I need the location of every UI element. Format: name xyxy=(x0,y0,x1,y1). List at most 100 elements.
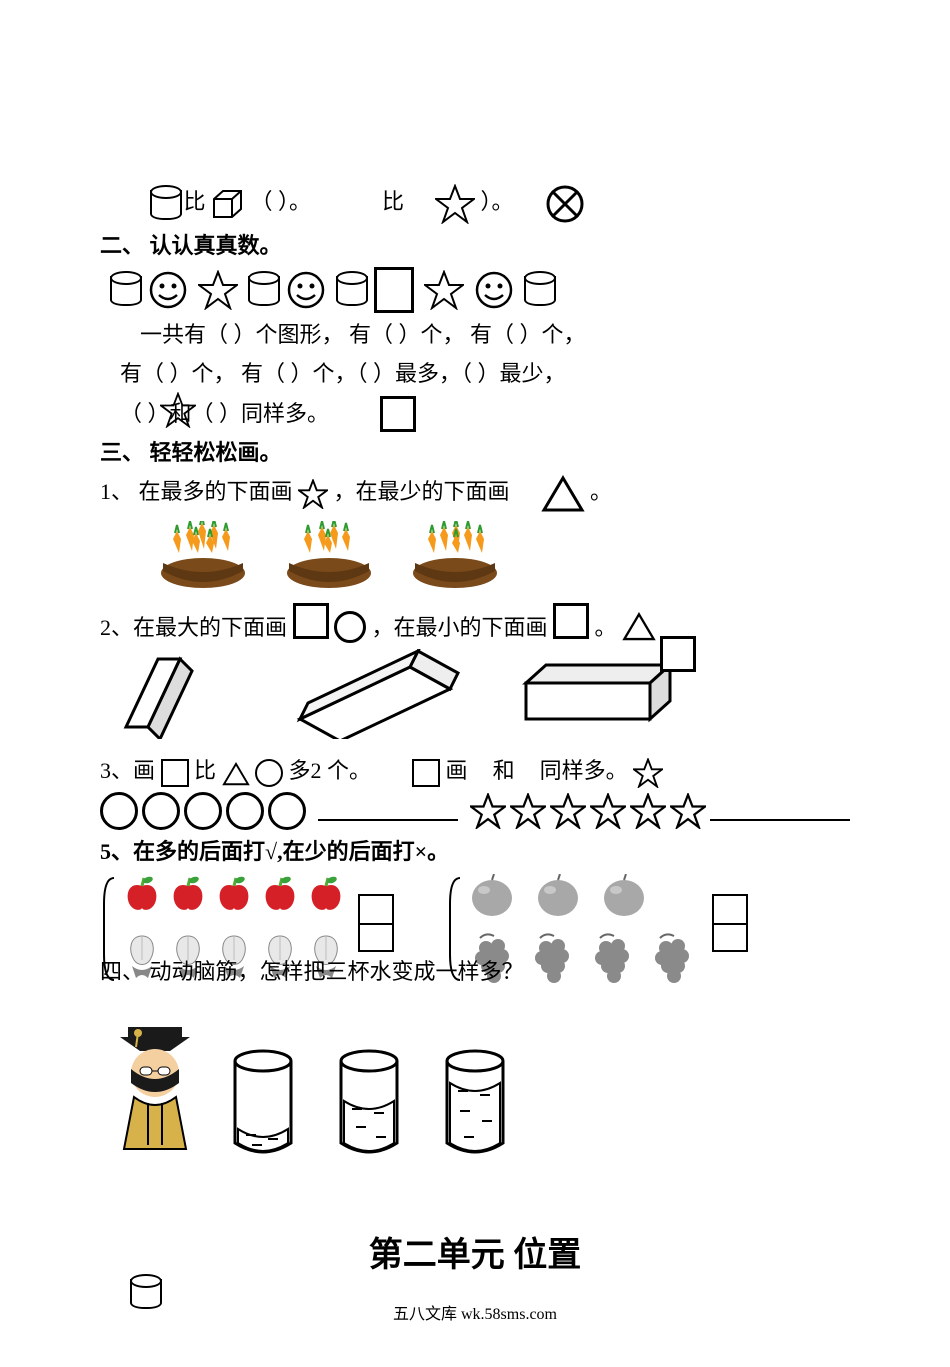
q3-5: 5、在多的后面打√,在少的后面打×。 xyxy=(100,834,850,869)
circle-icon xyxy=(142,792,180,830)
smiley-icon xyxy=(474,270,514,310)
text: 3、画 xyxy=(100,758,155,783)
shape-row xyxy=(110,267,850,313)
star-icon xyxy=(633,758,663,788)
star-icon xyxy=(670,793,706,829)
text: 比 xyxy=(184,189,206,214)
text: 。 xyxy=(590,479,612,504)
blocks-row xyxy=(120,649,850,749)
text: ）。 xyxy=(481,189,514,214)
smiley-icon xyxy=(148,270,188,310)
triangle-icon xyxy=(222,761,250,785)
sec2-line1: 一共有（ ）个图形， 有（ ）个， 有（ ）个， xyxy=(140,317,850,352)
carrot-basket-icon xyxy=(400,521,510,591)
q3-2: 2、在最大的下面画 ，在最小的下面画 。 xyxy=(100,603,850,645)
text: 四、 动动脑筋，怎样把三杯水变成一样多？ xyxy=(100,959,524,984)
cube-icon xyxy=(211,187,245,221)
worksheet-page: 比 （ ）。 比 ）。 二、 认认真真数。 一共有（ ）个图形， 有（ xyxy=(0,0,950,1367)
text: 2、在最大的下面画 xyxy=(100,615,287,640)
text: ，在最少的下面画 xyxy=(334,479,510,504)
text: 有（ ）个，（ ）最多，（ ）最少， xyxy=(241,361,566,386)
carrot-basket-icon xyxy=(274,521,384,591)
cuboid-icon xyxy=(520,659,680,739)
star-icon xyxy=(510,793,546,829)
triangle-icon xyxy=(541,475,585,513)
apple-icon xyxy=(122,874,162,924)
prism-icon xyxy=(290,649,460,749)
eraser-icon xyxy=(120,649,230,749)
sec2-line2: 有（ ）个， 有（ ）个，（ ）最多，（ ）最少， xyxy=(120,356,850,391)
text: 比 xyxy=(382,189,404,214)
answer-box[interactable] xyxy=(358,894,394,952)
star-icon xyxy=(160,392,196,428)
cylinder-icon xyxy=(248,271,276,309)
carrot-basket-icon xyxy=(148,521,258,591)
blank-line xyxy=(710,801,850,821)
text: 和 xyxy=(493,758,515,783)
text: （ ）和（ ）同样多。 xyxy=(120,401,329,426)
text: 同样多。 xyxy=(540,758,628,783)
rect-icon xyxy=(374,267,414,313)
square-icon xyxy=(412,759,440,787)
star-icon xyxy=(630,793,666,829)
carrot-baskets xyxy=(140,517,850,595)
apple-icon xyxy=(168,874,208,924)
text: 有（ ）个， xyxy=(349,322,465,347)
crossed-circle-icon xyxy=(545,184,585,224)
triangle-icon xyxy=(622,612,656,642)
circle-icon xyxy=(184,792,222,830)
cylinder-icon xyxy=(524,271,552,309)
beaker-icon xyxy=(440,1049,510,1169)
graduate-icon xyxy=(100,1019,210,1169)
apple-icon xyxy=(260,874,300,924)
square-icon xyxy=(553,603,589,639)
orange-icon xyxy=(468,874,516,928)
text: 比 xyxy=(194,758,216,783)
star-icon xyxy=(550,793,586,829)
text: 。 xyxy=(595,615,617,640)
circle-icon xyxy=(255,759,283,787)
cylinder-icon xyxy=(150,185,178,223)
star-icon xyxy=(470,793,506,829)
star-icon xyxy=(435,184,475,224)
square-icon xyxy=(660,636,696,672)
apple-icon xyxy=(306,874,346,924)
square-icon xyxy=(380,396,416,432)
text: （ ）。 xyxy=(251,189,312,214)
circle-icon xyxy=(226,792,264,830)
cylinder-icon xyxy=(336,271,364,309)
section-2-heading: 二、 认认真真数。 xyxy=(100,228,850,263)
star-icon xyxy=(298,479,328,509)
circles-stars-row xyxy=(100,792,850,830)
circle-icon xyxy=(268,792,306,830)
circle-icon xyxy=(334,611,366,643)
text: 有（ ）个， xyxy=(120,361,236,386)
smiley-icon xyxy=(286,270,326,310)
section-4: 四、 动动脑筋，怎样把三杯水变成一样多？ xyxy=(100,954,850,989)
page-footer: 五八文库 wk.58sms.com xyxy=(100,1302,850,1328)
sec2-line3: （ ）和（ ）同样多。 xyxy=(120,396,850,431)
circle-icon xyxy=(100,792,138,830)
text: 多2 个。 xyxy=(289,758,372,783)
beaker-icon xyxy=(334,1049,404,1169)
q3-3: 3、画 比 多2 个。 画 和 同样多。 xyxy=(100,753,850,788)
text: ，在最小的下面画 xyxy=(372,615,548,640)
text: 有（ ）个， xyxy=(470,322,586,347)
cylinder-icon xyxy=(130,1274,158,1312)
star-icon xyxy=(198,270,238,310)
orange-icon xyxy=(600,874,648,928)
answer-box[interactable] xyxy=(712,894,748,952)
section-3-heading: 三、 轻轻松松画。 xyxy=(100,435,850,470)
orange-icon xyxy=(534,874,582,928)
square-icon xyxy=(161,759,189,787)
star-icon xyxy=(424,270,464,310)
square-icon xyxy=(293,603,329,639)
apple-icon xyxy=(214,874,254,924)
beaker-icon xyxy=(228,1049,298,1169)
unit-2-title: 第二单元 位置 xyxy=(100,1229,850,1283)
compare-line-1: 比 （ ）。 比 ）。 xyxy=(150,184,850,224)
text: 1、 在最多的下面画 xyxy=(100,479,293,504)
text: 画 xyxy=(446,758,468,783)
beaker-row xyxy=(100,1019,850,1169)
q3-1: 1、 在最多的下面画 ，在最少的下面画 。 xyxy=(100,474,850,513)
